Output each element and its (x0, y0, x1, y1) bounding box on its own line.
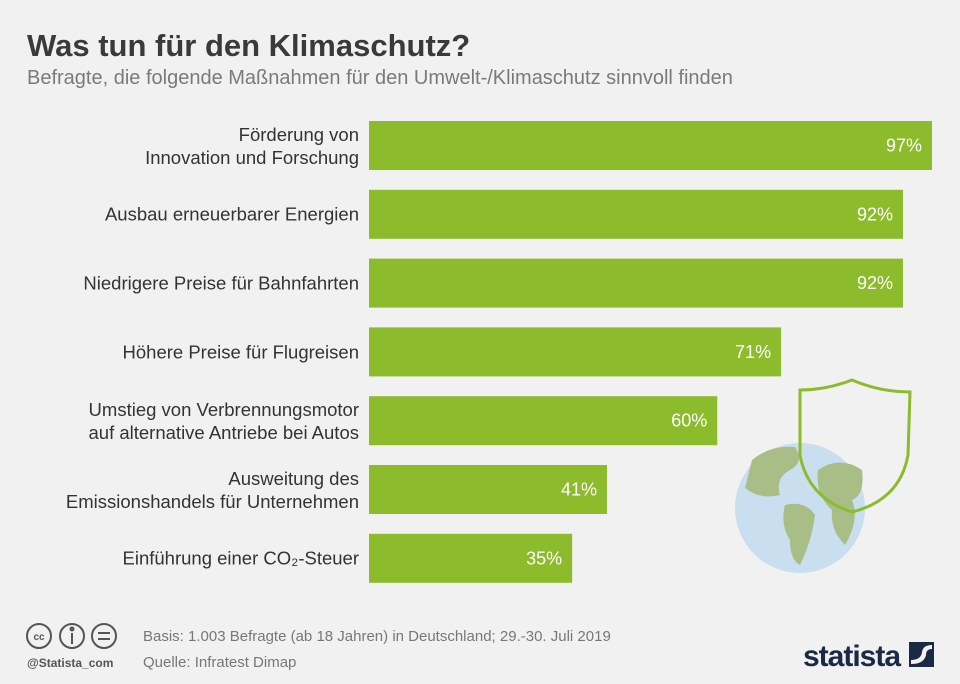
bar (369, 396, 718, 446)
svg-text:cc: cc (33, 632, 45, 643)
bar (369, 258, 903, 308)
value-label: 35% (526, 548, 562, 568)
source: Quelle: Infratest Dimap (143, 654, 296, 671)
bar (369, 465, 607, 514)
note: Basis: 1.003 Befragte (ab 18 Jahren) in … (143, 628, 611, 645)
bar (369, 189, 903, 239)
category-label: Ausbau erneuerbarer Energien (104, 203, 359, 225)
chart-subtitle: Befragte, die folgende Maßnahmen für den… (27, 67, 733, 89)
bar (369, 121, 932, 170)
value-label: 97% (886, 136, 922, 156)
value-label: 41% (561, 480, 597, 500)
illustration (735, 378, 912, 573)
value-label: 92% (857, 204, 893, 224)
category-label: Umstieg von Verbrennungsmotor auf altern… (88, 398, 360, 443)
chart-title: Was tun für den Klimaschutz? (27, 28, 470, 63)
value-label: 60% (671, 411, 707, 431)
brand: statista (803, 640, 901, 673)
bar (369, 327, 782, 377)
category-label: Einführung einer CO₂-Steuer (122, 547, 360, 569)
value-label: 92% (857, 273, 893, 293)
category-label: Niedrigere Preise für Bahnfahrten (83, 272, 359, 294)
credit: @Statista_com (27, 656, 113, 670)
license-icons: cc (26, 623, 117, 649)
category-label: Förderung von Innovation und Forschung (145, 123, 359, 168)
category-label: Ausweitung des Emissionshandels für Unte… (65, 467, 359, 512)
bar (369, 533, 573, 583)
brand-icon (909, 642, 934, 667)
value-label: 71% (735, 342, 771, 362)
category-label: Höhere Preise für Flugreisen (122, 341, 360, 363)
